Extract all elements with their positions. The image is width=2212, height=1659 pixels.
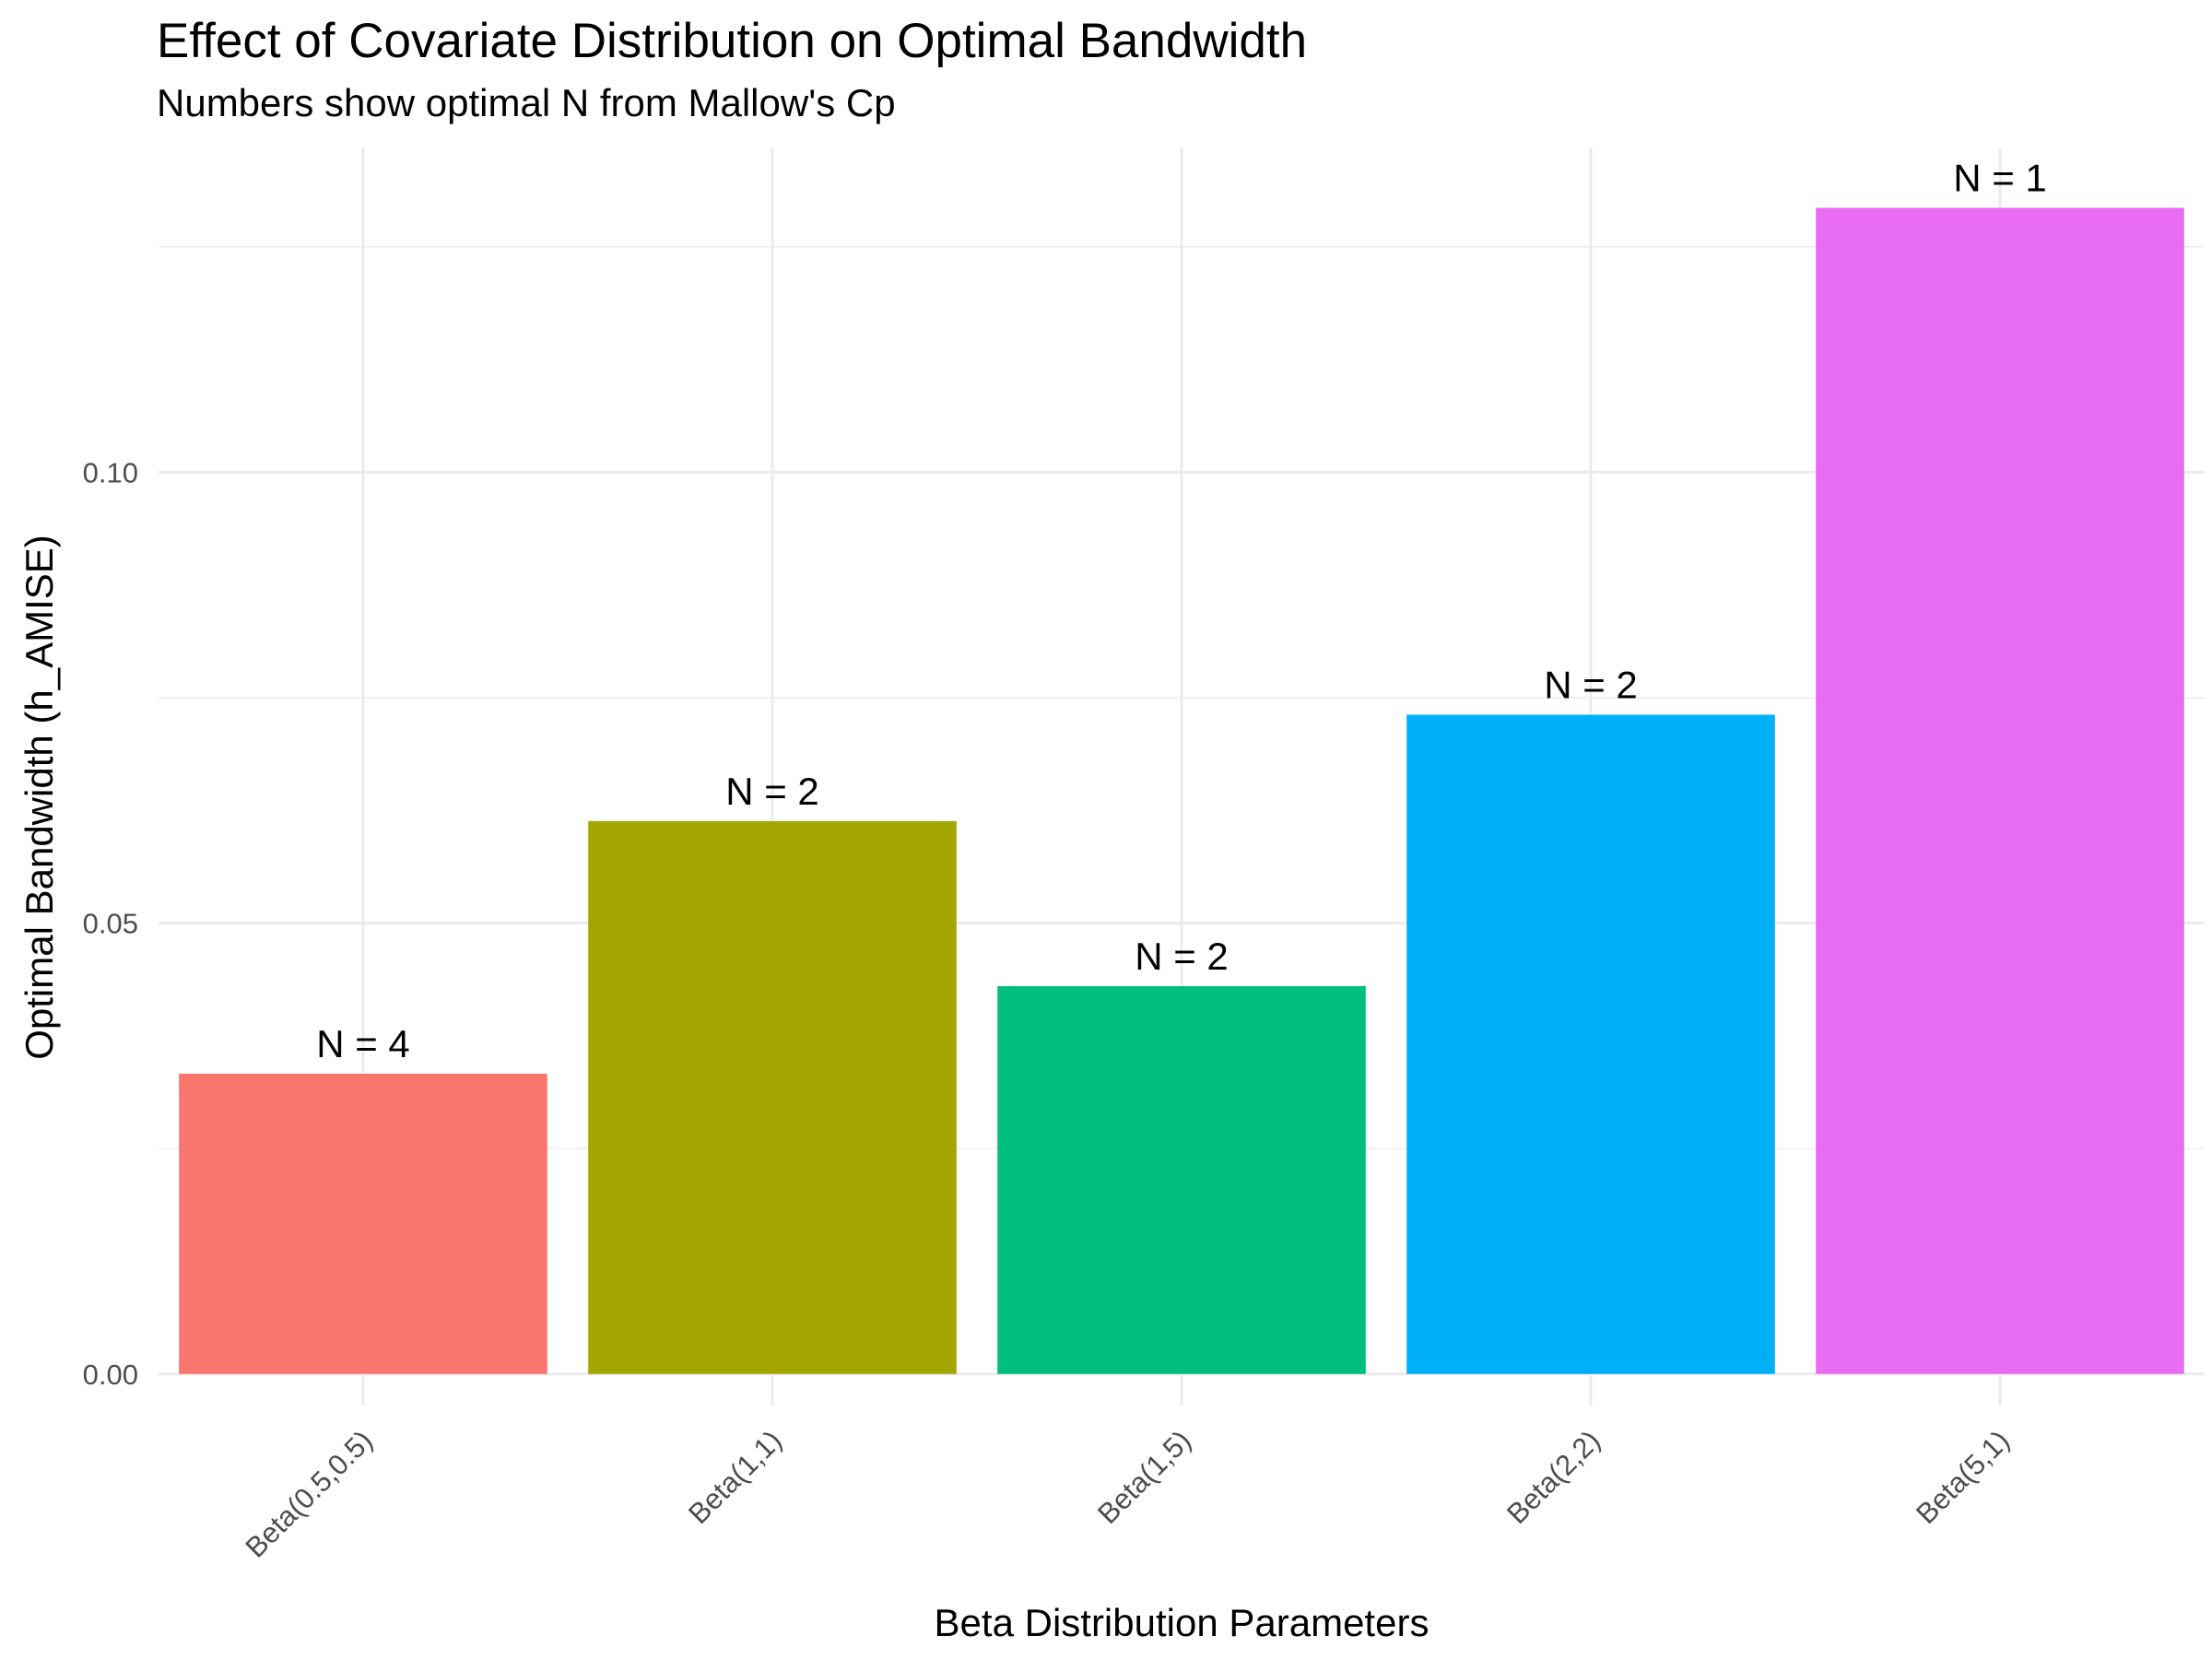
bar: [1406, 714, 1775, 1374]
bar-value-label: N = 2: [1135, 935, 1229, 978]
x-tick-label: Beta(5,1): [1910, 1424, 2016, 1530]
bar-value-labels: N = 4 N = 2 N = 2 N = 2 N = 1: [316, 157, 2047, 1065]
bar-value-label: N = 4: [316, 1022, 410, 1065]
y-tick-label: 0.00: [83, 1359, 138, 1391]
x-axis-tick-labels: Beta(0.5,0.5) Beta(1,1) Beta(1,5) Beta(2,2)…: [239, 1424, 2015, 1563]
bar-value-label: N = 2: [1544, 663, 1638, 706]
chart-title: Effect of Covariate Distribution on Opti…: [157, 14, 1308, 68]
y-axis-title: Optimal Bandwidth (h_AMISE): [18, 535, 61, 1060]
y-tick-label: 0.05: [83, 908, 138, 940]
bar: [997, 986, 1366, 1374]
y-axis-tick-labels: 0.00 0.05 0.10: [83, 456, 138, 1390]
x-tick-label: Beta(0.5,0.5): [239, 1424, 378, 1563]
chart-subtitle: Numbers show optimal N from Mallow's Cp: [157, 81, 896, 124]
x-tick-label: Beta(1,1): [682, 1424, 788, 1530]
bar: [588, 820, 957, 1374]
bar-value-label: N = 1: [1953, 157, 2047, 200]
bar: [1816, 207, 2184, 1374]
x-tick-label: Beta(2,2): [1500, 1424, 1606, 1530]
bar: [179, 1073, 547, 1374]
y-tick-label: 0.10: [83, 456, 138, 488]
x-axis-title: Beta Distribution Parameters: [935, 1601, 1430, 1644]
x-tick-label: Beta(1,5): [1091, 1424, 1197, 1530]
bar-value-label: N = 2: [725, 770, 819, 813]
bars: [179, 207, 2184, 1374]
